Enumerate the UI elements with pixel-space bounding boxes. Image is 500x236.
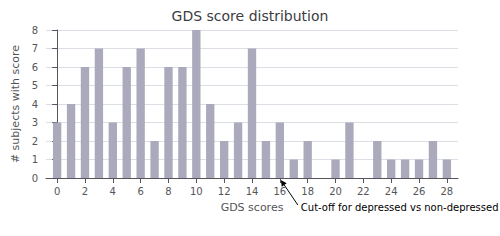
svg-text:4: 4 [32, 99, 38, 110]
svg-text:Cut-off for depressed vs non-d: Cut-off for depressed vs non-depressed [301, 202, 499, 213]
svg-text:2: 2 [82, 186, 88, 197]
svg-text:22: 22 [357, 186, 370, 197]
svg-text:0: 0 [32, 173, 38, 184]
svg-text:12: 12 [218, 186, 231, 197]
svg-text:6: 6 [137, 186, 143, 197]
svg-text:GDS score distribution: GDS score distribution [172, 8, 329, 24]
svg-text:0: 0 [54, 186, 60, 197]
svg-text:2: 2 [32, 136, 38, 147]
svg-text:# subjects with score: # subjects with score [9, 45, 22, 163]
svg-text:18: 18 [301, 186, 314, 197]
svg-text:14: 14 [246, 186, 259, 197]
svg-text:28: 28 [440, 186, 453, 197]
svg-text:GDS scores: GDS scores [221, 201, 284, 214]
svg-text:3: 3 [32, 117, 38, 128]
svg-text:6: 6 [32, 62, 38, 73]
svg-text:5: 5 [32, 80, 38, 91]
svg-text:7: 7 [32, 43, 38, 54]
svg-text:1: 1 [32, 154, 38, 165]
svg-text:8: 8 [32, 25, 38, 36]
svg-text:16: 16 [273, 186, 286, 197]
svg-text:4: 4 [110, 186, 116, 197]
svg-text:20: 20 [329, 186, 342, 197]
svg-text:10: 10 [190, 186, 203, 197]
svg-text:8: 8 [165, 186, 171, 197]
svg-text:26: 26 [413, 186, 426, 197]
svg-text:24: 24 [385, 186, 398, 197]
